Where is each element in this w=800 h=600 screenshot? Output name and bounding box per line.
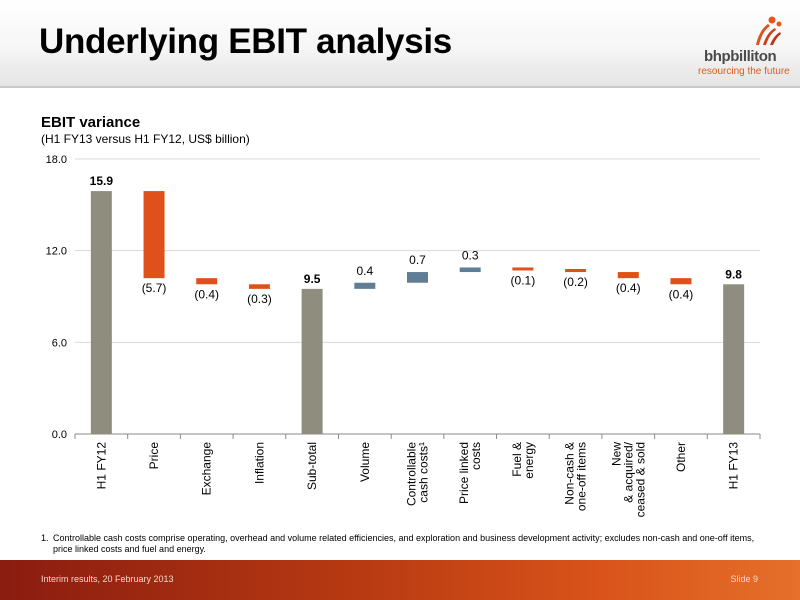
data-label: 15.9 xyxy=(90,174,114,188)
x-category-label: H1 FY13 xyxy=(727,442,741,490)
x-category-label: New& acquired/ceased & sold xyxy=(609,441,647,517)
data-label: 0.3 xyxy=(462,248,479,262)
x-category-label-line: & acquired/ xyxy=(621,441,635,502)
x-category-label: Exchange xyxy=(200,442,214,496)
x-category-label-line: Sub-total xyxy=(305,442,319,490)
logo-tagline: resourcing the future xyxy=(698,66,790,77)
bar-12 xyxy=(670,278,692,285)
bar-8 xyxy=(459,267,481,273)
footnote-number: 1. xyxy=(41,533,49,543)
x-category-label-line: one-off items xyxy=(575,442,589,511)
footer-event-date: Interim results, 20 February 2013 xyxy=(41,574,174,584)
bar-10 xyxy=(565,269,587,273)
bar-9 xyxy=(512,267,534,271)
bar-5 xyxy=(301,288,323,434)
x-category-label-line: Controllable xyxy=(405,442,419,506)
data-label: 9.8 xyxy=(725,267,742,281)
x-category-label-line: energy xyxy=(522,442,536,479)
y-tick-label: 18.0 xyxy=(46,154,67,166)
data-label: 0.4 xyxy=(356,264,373,278)
x-category-label-line: Fuel & xyxy=(510,442,524,477)
data-label: (0.4) xyxy=(669,287,694,301)
x-category-label: Fuel &energy xyxy=(510,442,536,479)
slide-title: Underlying EBIT analysis xyxy=(39,22,452,61)
slide-footer: Interim results, 20 February 2013 Slide … xyxy=(0,560,800,600)
footnote: 1. Controllable cash costs comprise oper… xyxy=(41,533,761,555)
x-category-label-line: Volume xyxy=(358,442,372,482)
company-logo: bhpbilliton resourcing the future xyxy=(668,14,790,78)
data-label: (0.2) xyxy=(563,275,588,289)
bar-7 xyxy=(407,272,428,283)
y-tick-label: 0.0 xyxy=(52,429,67,441)
x-category-label: Price xyxy=(147,442,161,470)
bar-1 xyxy=(90,191,112,434)
x-category-label: Volume xyxy=(358,442,372,482)
data-label: (0.3) xyxy=(247,292,272,306)
x-category-label-line: Inflation xyxy=(252,442,266,484)
x-category-label-line: H1 FY13 xyxy=(727,442,741,490)
x-category-label-line: New xyxy=(609,442,623,466)
slide-number: Slide 9 xyxy=(730,574,758,584)
slide-header: Underlying EBIT analysis bhpbilliton res… xyxy=(0,0,800,86)
header-divider xyxy=(0,86,800,88)
x-category-label-line: Price xyxy=(147,442,161,470)
data-label: (0.1) xyxy=(511,273,536,287)
x-category-label: Non-cash &one-off items xyxy=(563,442,589,511)
x-category-label: Inflation xyxy=(252,442,266,484)
data-label: (5.7) xyxy=(142,281,167,295)
x-category-label: Sub-total xyxy=(305,442,319,490)
x-category-label-line: Price linked xyxy=(457,442,471,504)
bar-11 xyxy=(617,272,639,279)
data-label: (0.4) xyxy=(194,287,219,301)
data-label: 0.7 xyxy=(409,253,426,267)
x-category-label-line: Exchange xyxy=(200,442,214,496)
bar-6 xyxy=(354,282,376,289)
chart-subtitle: (H1 FY13 versus H1 FY12, US$ billion) xyxy=(41,132,250,146)
x-category-label-line: cash costs¹ xyxy=(417,442,431,503)
data-label: 9.5 xyxy=(304,272,321,286)
x-category-label-line: ceased & sold xyxy=(633,442,647,517)
x-category-label: H1 FY12 xyxy=(94,442,108,490)
data-label: (0.4) xyxy=(616,281,641,295)
ebit-waterfall-chart: 0.0 6.0 12.0 18.0 15.9 (5.7) (0.4) (0.3) 9.5 0.4 0… xyxy=(46,154,761,517)
logo-mark-icon xyxy=(756,16,782,45)
x-category-label-line: costs xyxy=(469,442,483,470)
logo-wordmark: bhpbilliton xyxy=(704,48,777,65)
x-category-label-line: H1 FY12 xyxy=(94,442,108,490)
bar-4 xyxy=(248,284,270,289)
x-category-label-line: Non-cash & xyxy=(563,442,577,505)
y-tick-label: 12.0 xyxy=(46,246,67,258)
x-category-label-line: Other xyxy=(674,442,688,472)
bar-3 xyxy=(196,278,218,285)
chart-title: EBIT variance xyxy=(41,114,141,131)
bar-2 xyxy=(143,191,165,279)
y-tick-label: 6.0 xyxy=(52,337,67,349)
footnote-text: Controllable cash costs comprise operati… xyxy=(53,533,755,554)
x-category-label: Other xyxy=(674,442,688,472)
bar-13 xyxy=(723,284,745,434)
